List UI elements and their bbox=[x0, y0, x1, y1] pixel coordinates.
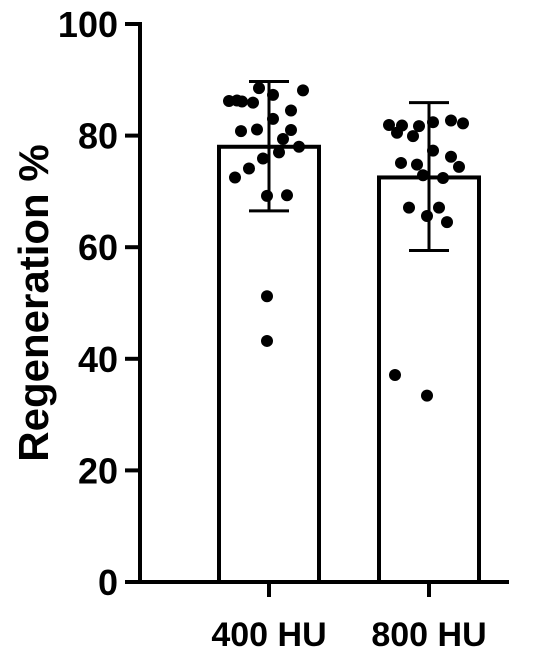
data-point bbox=[413, 120, 425, 133]
data-point bbox=[229, 171, 241, 184]
data-point bbox=[273, 146, 285, 159]
data-point bbox=[403, 201, 415, 214]
data-point bbox=[391, 126, 403, 139]
data-point bbox=[277, 132, 289, 145]
y-tick-label: 0 bbox=[98, 562, 118, 603]
data-point bbox=[417, 169, 429, 182]
data-point bbox=[445, 114, 457, 127]
data-point bbox=[247, 96, 259, 109]
data-point bbox=[267, 112, 279, 125]
y-tick-label: 100 bbox=[58, 4, 118, 45]
y-axis: 0 20 40 60 80 100 bbox=[58, 4, 142, 603]
data-point bbox=[389, 368, 401, 381]
error-bars bbox=[249, 79, 449, 253]
data-point bbox=[253, 82, 265, 95]
x-axis: 400 HU 800 HU bbox=[138, 580, 509, 654]
data-points bbox=[223, 82, 469, 402]
data-point bbox=[433, 201, 445, 214]
y-tick-label: 40 bbox=[78, 339, 118, 380]
y-axis-title: Regeneration % bbox=[10, 144, 57, 461]
y-tick-label: 60 bbox=[78, 227, 118, 268]
data-point bbox=[297, 84, 309, 97]
data-point bbox=[251, 123, 263, 136]
data-point bbox=[411, 158, 423, 171]
data-point bbox=[261, 290, 273, 303]
data-point bbox=[427, 116, 439, 129]
data-point bbox=[293, 140, 305, 153]
data-point bbox=[395, 156, 407, 169]
x-tick-label: 800 HU bbox=[371, 616, 486, 654]
data-point bbox=[437, 172, 449, 185]
data-point bbox=[421, 209, 433, 222]
y-tick-label: 20 bbox=[78, 450, 118, 491]
data-point bbox=[235, 125, 247, 138]
data-point bbox=[243, 162, 255, 175]
data-point bbox=[407, 130, 419, 143]
data-point bbox=[231, 94, 243, 107]
y-tick-label: 80 bbox=[78, 116, 118, 157]
data-point bbox=[421, 389, 433, 402]
data-point bbox=[285, 124, 297, 137]
data-point bbox=[257, 152, 269, 165]
data-point bbox=[261, 189, 273, 202]
data-point bbox=[267, 88, 279, 101]
data-point bbox=[445, 150, 457, 163]
data-point bbox=[281, 189, 293, 202]
data-point bbox=[441, 216, 453, 229]
data-point bbox=[261, 334, 273, 347]
data-point bbox=[285, 104, 297, 117]
data-point bbox=[453, 160, 465, 173]
data-point bbox=[457, 117, 469, 130]
data-point bbox=[427, 144, 439, 157]
x-tick-label: 400 HU bbox=[211, 616, 326, 654]
data-point bbox=[383, 118, 395, 131]
